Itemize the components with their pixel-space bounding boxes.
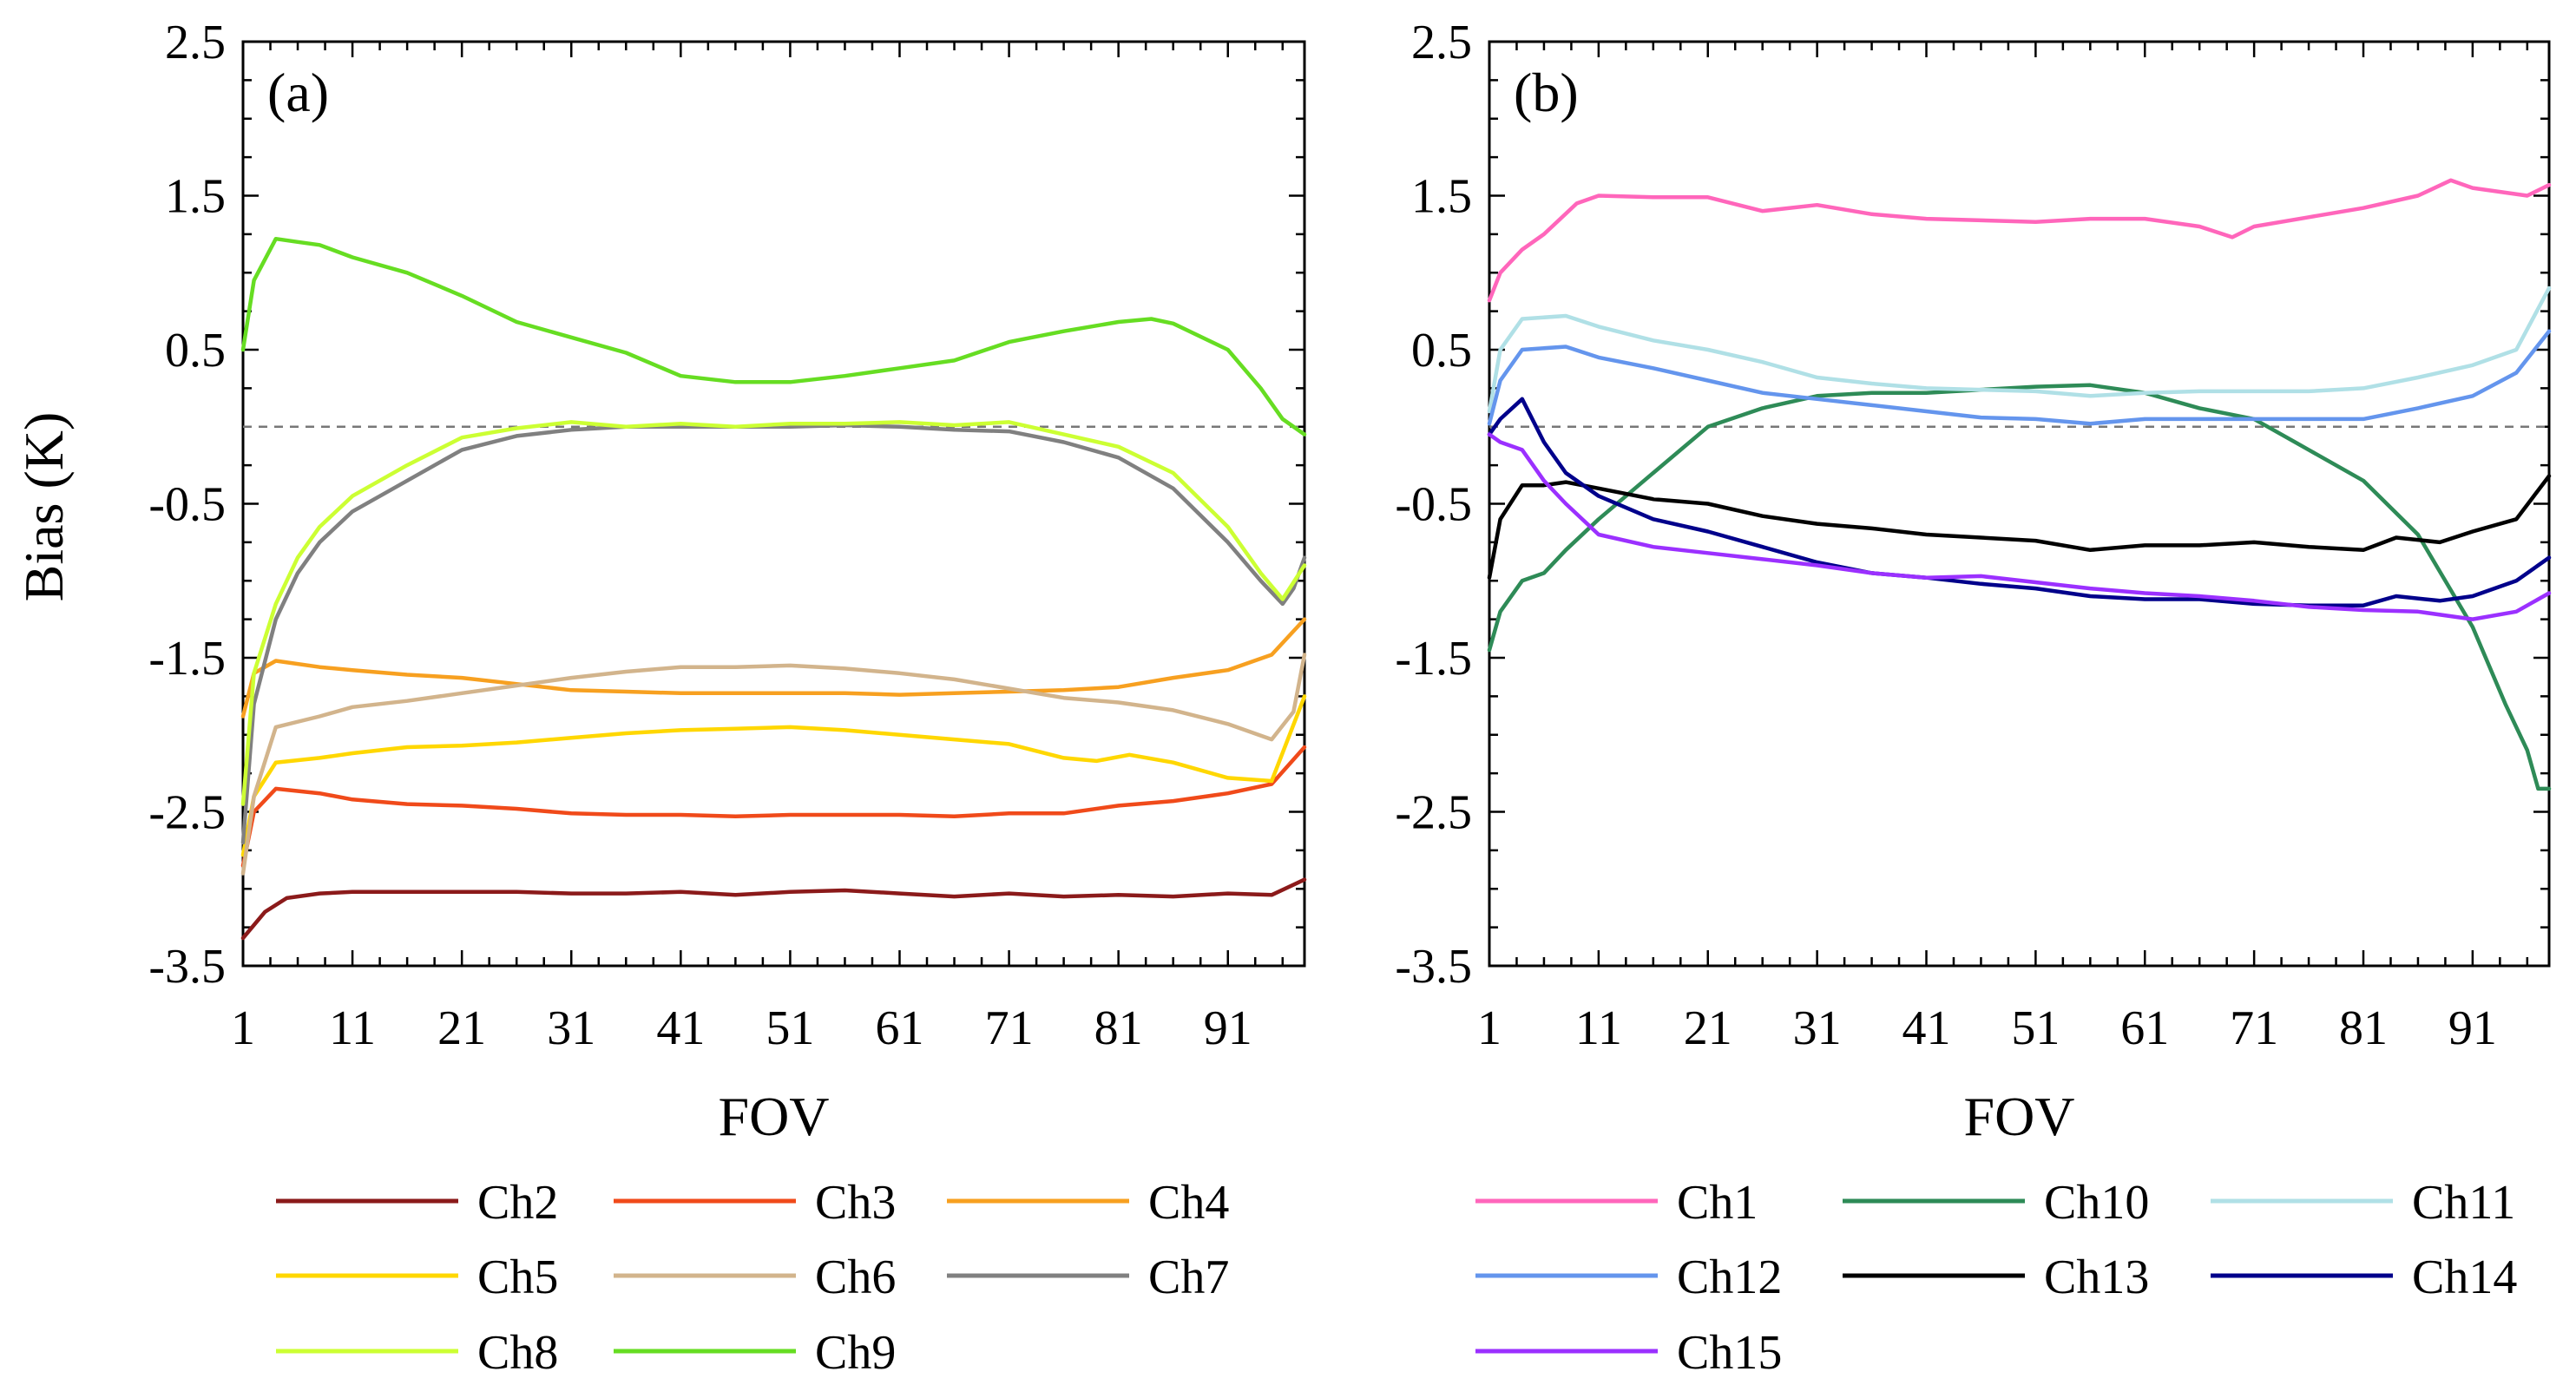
plot-frame: [241, 40, 1306, 968]
legend-label-ch3: Ch3: [815, 1176, 896, 1230]
x-tick-label: 11: [329, 1001, 376, 1055]
x-tick-label: 41: [1902, 1001, 1951, 1055]
series-line-ch11: [1487, 286, 2552, 414]
series-line-ch9: [240, 236, 1307, 436]
legend-label-ch14: Ch14: [2412, 1250, 2517, 1304]
y-tick-label: -2.5: [1395, 786, 1472, 840]
legend-b: Ch1 Ch10 Ch11 Ch12 Ch13 Ch14 Ch15: [1475, 1176, 2517, 1380]
y-tick-label: -3.5: [148, 940, 226, 994]
x-tick-label: 81: [2339, 1001, 2388, 1055]
y-tick-label: -1.5: [148, 632, 226, 686]
x-tick-label: 51: [2011, 1001, 2060, 1055]
x-tick-label: 61: [875, 1001, 923, 1055]
plot-frame: [1488, 40, 2551, 968]
y-tick-label: 0.5: [165, 324, 226, 377]
series-line-ch12: [1487, 329, 2552, 426]
y-tick-label: -0.5: [148, 478, 226, 532]
x-tick-label: 41: [656, 1001, 705, 1055]
series-line-ch15: [1487, 432, 2552, 621]
legend-label-ch9: Ch9: [815, 1326, 896, 1380]
series-line-ch7: [240, 423, 1307, 845]
series-line-ch14: [1487, 397, 2552, 607]
x-tick-label: 91: [1204, 1001, 1252, 1055]
x-tick-label: 31: [547, 1001, 595, 1055]
x-tick-label: 21: [1684, 1001, 1732, 1055]
legend-label-ch5: Ch5: [477, 1250, 558, 1304]
x-tick-label: 1: [231, 1001, 255, 1055]
series-line-ch13: [1487, 474, 2552, 580]
legend-label-ch13: Ch13: [2044, 1250, 2149, 1304]
chart-panel-a: 2.51.50.5-0.5-1.5-2.5-3.51 11 21 31 41 51 61 71…: [148, 16, 1307, 1147]
y-tick-label: -1.5: [1395, 632, 1472, 686]
y-axis-title: Bias (K): [13, 412, 75, 602]
chart-panel-b: 2.51.50.5-0.5-1.5-2.5-3.51 11 21 31 41 51 61 71…: [1395, 16, 2552, 1147]
legend-label-ch6: Ch6: [815, 1250, 896, 1304]
legend-label-ch11: Ch11: [2412, 1176, 2515, 1230]
x-tick-label: 1: [1477, 1001, 1502, 1055]
legend-label-ch2: Ch2: [477, 1176, 558, 1230]
y-tick-label: 1.5: [1411, 170, 1472, 224]
y-tick-label: -3.5: [1395, 940, 1472, 994]
legend-label-ch15: Ch15: [1677, 1326, 1782, 1380]
y-tick-label: 2.5: [165, 16, 226, 69]
legend-label-ch12: Ch12: [1677, 1250, 1782, 1304]
series-line-ch3: [240, 745, 1307, 868]
x-tick-label: 71: [2230, 1001, 2278, 1055]
x-axis-title: FOV: [1963, 1086, 2074, 1147]
series-line-ch4: [240, 617, 1307, 719]
series-line-ch10: [1487, 383, 2552, 791]
x-tick-label: 51: [766, 1001, 814, 1055]
x-tick-label: 81: [1094, 1001, 1143, 1055]
legend-label-ch10: Ch10: [2044, 1176, 2149, 1230]
series-line-ch8: [240, 420, 1307, 806]
legend-label-ch8: Ch8: [477, 1326, 558, 1380]
x-tick-label: 71: [985, 1001, 1034, 1055]
legend-a: Ch2 Ch3 Ch4 Ch5 Ch6 Ch7 Ch8 Ch9: [276, 1176, 1229, 1380]
legend-label-ch7: Ch7: [1148, 1250, 1229, 1304]
x-tick-label: 11: [1575, 1001, 1622, 1055]
x-tick-label: 21: [437, 1001, 486, 1055]
x-tick-label: 61: [2120, 1001, 2169, 1055]
x-tick-label: 31: [1793, 1001, 1842, 1055]
series-line-ch5: [240, 694, 1307, 857]
y-tick-label: -2.5: [148, 786, 226, 840]
panel-label: (b): [1514, 62, 1579, 123]
legend-label-ch4: Ch4: [1148, 1176, 1229, 1230]
y-tick-label: 1.5: [165, 170, 226, 224]
legend-label-ch1: Ch1: [1677, 1176, 1758, 1230]
x-axis-title: FOV: [718, 1086, 829, 1147]
x-tick-label: 91: [2448, 1001, 2497, 1055]
y-tick-label: 2.5: [1411, 16, 1472, 69]
series-line-ch1: [1487, 178, 2552, 303]
series-line-ch6: [240, 653, 1307, 876]
series-line-ch2: [240, 877, 1307, 941]
panel-label: (a): [267, 62, 329, 123]
y-tick-label: -0.5: [1395, 478, 1472, 532]
y-tick-label: 0.5: [1411, 324, 1472, 377]
